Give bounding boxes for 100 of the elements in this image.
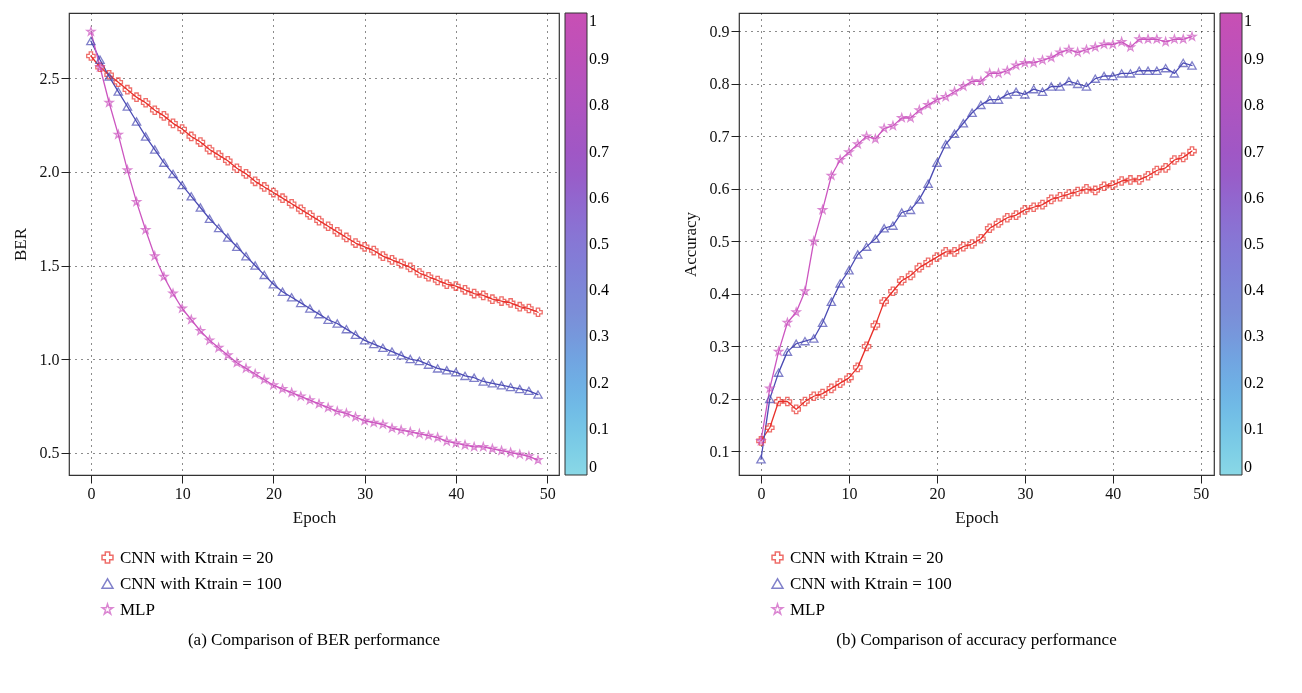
point: [113, 129, 123, 139]
point: [835, 155, 845, 165]
point: [1099, 39, 1109, 49]
legend-label: CNN with Ktrain = 100: [120, 573, 282, 593]
color-bar-label: 0.7: [1244, 142, 1264, 160]
point: [773, 396, 784, 407]
point: [1125, 69, 1136, 78]
point: [506, 447, 516, 457]
point: [1187, 61, 1197, 70]
point: [368, 339, 379, 349]
point: [905, 113, 916, 123]
point: [1116, 176, 1127, 186]
point: [433, 432, 443, 442]
x-tick-label: 40: [448, 484, 465, 502]
x-tick-label: 20: [265, 484, 282, 502]
point: [496, 296, 507, 306]
point: [287, 387, 297, 397]
point: [378, 343, 388, 353]
point: [826, 170, 836, 180]
point: [888, 286, 898, 297]
point: [1178, 152, 1189, 163]
point: [800, 396, 810, 407]
point: [958, 118, 969, 128]
point: [993, 68, 1004, 78]
y-tick-label: 0.6: [709, 180, 730, 198]
point: [250, 369, 260, 379]
point: [1160, 63, 1171, 73]
point: [923, 179, 933, 188]
point: [1072, 79, 1083, 89]
point: [396, 258, 406, 269]
point: [861, 242, 872, 251]
point: [1187, 31, 1197, 41]
point: [259, 182, 270, 192]
point: [405, 262, 416, 273]
point: [186, 314, 196, 324]
point: [496, 380, 507, 390]
point: [149, 145, 160, 154]
point: [826, 383, 837, 394]
point: [122, 84, 133, 95]
point: [295, 204, 306, 215]
point: [1064, 189, 1074, 199]
y-tick-label: 0.2: [709, 390, 730, 408]
y-tick-label: 0.4: [709, 285, 730, 303]
point: [487, 443, 498, 453]
point: [241, 169, 251, 179]
point: [396, 425, 406, 435]
point: [1011, 60, 1021, 70]
point: [914, 262, 925, 273]
point: [432, 275, 443, 286]
point: [514, 301, 525, 312]
point: [460, 440, 470, 450]
point: [1099, 181, 1109, 192]
point: [1160, 163, 1171, 173]
point: [1099, 71, 1109, 81]
color-bar-label: 0.5: [589, 235, 609, 252]
y-tick-label: 2.0: [39, 163, 60, 181]
point: [387, 255, 397, 265]
point: [524, 451, 534, 461]
point: [967, 76, 977, 86]
point: [817, 318, 828, 328]
point: [514, 384, 525, 394]
point: [223, 350, 233, 360]
x-tick-label: 10: [174, 484, 191, 502]
point: [131, 197, 142, 206]
point: [879, 123, 889, 133]
point: [835, 378, 845, 388]
point: [932, 158, 942, 167]
point: [1134, 66, 1145, 76]
color-bar-label: 0.8: [589, 96, 609, 114]
point: [150, 251, 160, 261]
point: [341, 408, 352, 418]
point: [378, 419, 388, 429]
y-axis-title: Accuracy: [680, 211, 700, 278]
point: [86, 51, 96, 61]
point: [1064, 76, 1074, 86]
x-axis-title: Epoch: [955, 507, 1000, 527]
y-tick-label: 0.5: [39, 444, 60, 462]
point: [222, 233, 233, 242]
point: [1020, 90, 1030, 99]
point: [1151, 165, 1162, 176]
x-tick-label: 50: [1193, 484, 1210, 502]
point: [1002, 90, 1013, 99]
point: [487, 379, 498, 388]
point: [533, 307, 543, 318]
x-tick-label: 30: [357, 484, 374, 502]
point: [914, 105, 924, 115]
point: [332, 227, 343, 237]
point: [800, 286, 810, 296]
point: [1055, 47, 1065, 57]
point: [756, 454, 766, 464]
point: [414, 356, 425, 366]
color-bar-label: 0.5: [1244, 235, 1264, 252]
point: [764, 422, 775, 433]
point: [478, 377, 489, 386]
point: [1108, 180, 1118, 191]
point: [250, 176, 260, 187]
point: [791, 307, 801, 317]
point: [177, 303, 187, 313]
point: [86, 36, 96, 46]
x-tick-label: 10: [841, 484, 858, 502]
